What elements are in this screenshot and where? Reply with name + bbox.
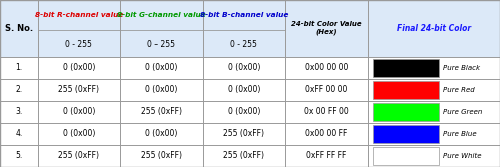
Text: 0 (0x00): 0 (0x00) — [228, 63, 260, 72]
Text: 0 (0x00): 0 (0x00) — [145, 85, 178, 94]
Text: Pure Black: Pure Black — [443, 65, 480, 71]
Text: 8-bit B-channel value: 8-bit B-channel value — [200, 12, 288, 18]
Text: 255 (0xFF): 255 (0xFF) — [58, 151, 99, 160]
Text: 255 (0xFF): 255 (0xFF) — [224, 129, 264, 138]
Bar — [373, 103, 439, 121]
Bar — [373, 147, 439, 165]
Text: Pure Blue: Pure Blue — [443, 131, 476, 137]
Text: Pure White: Pure White — [443, 153, 482, 159]
Text: 0xFF 00 00: 0xFF 00 00 — [305, 85, 348, 94]
Text: Final 24-bit Color: Final 24-bit Color — [396, 24, 471, 33]
Bar — [0, 57, 500, 79]
Text: 0 (0x00): 0 (0x00) — [228, 107, 260, 116]
Text: 8-bit G-channel value: 8-bit G-channel value — [117, 12, 206, 18]
Bar — [0, 0, 500, 57]
Text: 0 - 255: 0 - 255 — [230, 40, 257, 49]
Text: 255 (0xFF): 255 (0xFF) — [224, 151, 264, 160]
Text: 0x 00 FF 00: 0x 00 FF 00 — [304, 107, 348, 116]
Text: 0 - 255: 0 - 255 — [66, 40, 92, 49]
Text: 0 – 255: 0 – 255 — [147, 40, 176, 49]
Text: 0 (0x00): 0 (0x00) — [228, 85, 260, 94]
Text: 0 (0x00): 0 (0x00) — [62, 63, 95, 72]
Text: 8-bit R-channel value: 8-bit R-channel value — [34, 12, 123, 18]
Text: 0xFF FF FF: 0xFF FF FF — [306, 151, 346, 160]
Bar — [0, 79, 500, 101]
Text: 255 (0xFF): 255 (0xFF) — [141, 107, 182, 116]
Text: 1.: 1. — [15, 63, 22, 72]
Text: 5.: 5. — [15, 151, 22, 160]
Bar — [373, 125, 439, 143]
Text: 0 (0x00): 0 (0x00) — [62, 107, 95, 116]
Text: 0x00 00 00: 0x00 00 00 — [304, 63, 348, 72]
Bar — [0, 101, 500, 123]
Text: 24-bit Color Value
(Hex): 24-bit Color Value (Hex) — [291, 21, 362, 35]
Text: 255 (0xFF): 255 (0xFF) — [141, 151, 182, 160]
Text: Pure Green: Pure Green — [443, 109, 482, 115]
Bar — [373, 81, 439, 99]
Text: Pure Red: Pure Red — [443, 87, 475, 93]
Text: 0 (0x00): 0 (0x00) — [62, 129, 95, 138]
Text: 255 (0xFF): 255 (0xFF) — [58, 85, 99, 94]
Bar — [0, 145, 500, 167]
Text: 4.: 4. — [15, 129, 22, 138]
Text: S. No.: S. No. — [4, 24, 33, 33]
Bar — [0, 123, 500, 145]
Text: 3.: 3. — [15, 107, 22, 116]
Bar — [373, 59, 439, 77]
Text: 2.: 2. — [15, 85, 22, 94]
Text: 0x00 00 FF: 0x00 00 FF — [305, 129, 348, 138]
Text: 0 (0x00): 0 (0x00) — [145, 129, 178, 138]
Text: 0 (0x00): 0 (0x00) — [145, 63, 178, 72]
